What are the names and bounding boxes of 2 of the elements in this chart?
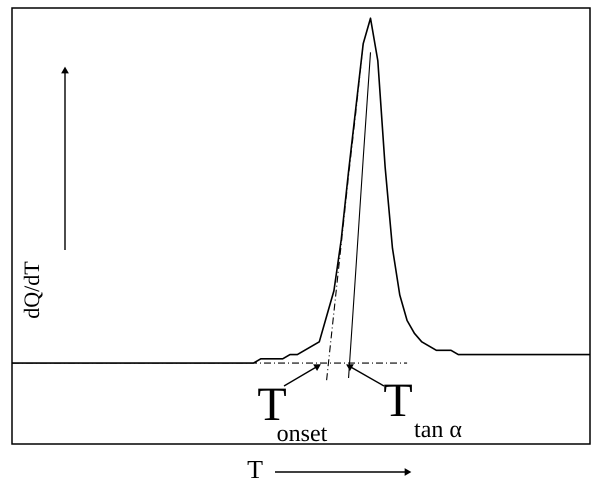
x-axis-title: T [247,455,264,484]
y-axis-title: dQ/dT [19,260,44,319]
